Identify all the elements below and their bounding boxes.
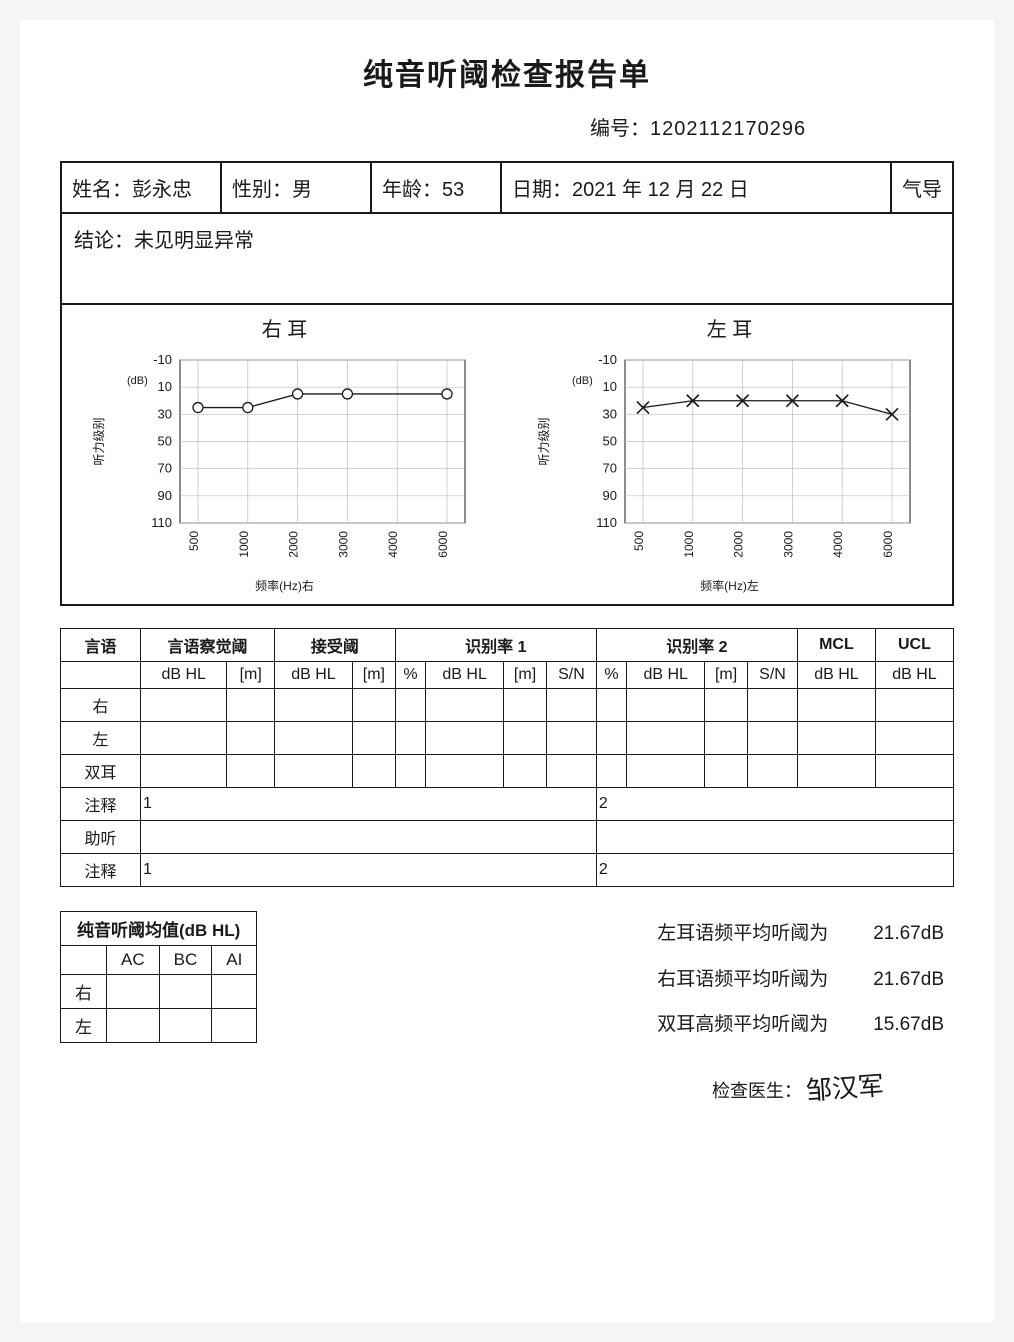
serial-value: 1202112170296 [650, 118, 806, 140]
avg-right: 右耳语频平均听阈为 21.67dB [657, 957, 944, 1003]
svg-text:2000: 2000 [731, 531, 745, 558]
avg-high: 双耳高频平均听阈为 15.67dB [657, 1002, 944, 1048]
info-box: 姓名：彭永忠 性别：男 年龄：53 日期：2021 年 12 月 22 日 气导… [60, 161, 954, 606]
svg-text:4000: 4000 [831, 531, 845, 558]
svg-text:70: 70 [602, 461, 616, 476]
patient-row: 姓名：彭永忠 性别：男 年龄：53 日期：2021 年 12 月 22 日 气导 [62, 163, 952, 214]
svg-text:-10: -10 [153, 352, 172, 367]
doctor-line: 检查医生：邹汉军 [657, 1058, 944, 1120]
doctor-signature: 邹汉军 [804, 1055, 886, 1123]
svg-text:(dB): (dB) [127, 375, 148, 387]
date-value: 2021 年 12 月 22 日 [572, 179, 749, 201]
svg-text:2000: 2000 [286, 531, 300, 558]
avg-left-value: 21.67dB [873, 923, 944, 944]
conclusion-label: 结论： [74, 230, 134, 252]
svg-text:3000: 3000 [781, 531, 795, 558]
avg-high-value: 15.67dB [873, 1014, 944, 1035]
bottom-row: 纯音听阈均值(dB HL)ACBCAI右左 左耳语频平均听阈为 21.67dB 右… [60, 911, 954, 1120]
svg-text:听力级别: 听力级别 [92, 417, 106, 465]
audiograms-row: 右 耳 -10 10 30 50 70 90 110 500 1000 2000 3000 4000 6… [62, 305, 952, 604]
conclusion-row: 结论：未见明显异常 [62, 214, 952, 305]
conclusion-text: 未见明显异常 [134, 230, 254, 252]
right-xlabel: 频率(Hz)右 [72, 577, 497, 594]
date-label: 日期： [512, 179, 572, 201]
svg-text:-10: -10 [598, 352, 617, 367]
name-label: 姓名： [72, 179, 132, 201]
right-ear-title: 右 耳 [72, 313, 497, 342]
left-xlabel: 频率(Hz)左 [517, 577, 942, 594]
doctor-label: 检查医生： [712, 1081, 802, 1101]
avg-right-label: 右耳语频平均听阈为 [657, 957, 857, 1003]
avg-high-label: 双耳高频平均听阈为 [657, 1002, 857, 1048]
method-cell: 气导 [892, 163, 952, 212]
age-value: 53 [442, 179, 464, 201]
serial-number: 编号：1202112170296 [590, 112, 954, 141]
report-page: 纯音听阈检查报告单 编号：1202112170296 姓名：彭永忠 性别：男 年… [20, 20, 994, 1322]
svg-text:1000: 1000 [236, 531, 250, 558]
sex-label: 性别： [232, 179, 292, 201]
avg-left-label: 左耳语频平均听阈为 [657, 911, 857, 957]
svg-text:50: 50 [157, 434, 171, 449]
report-title: 纯音听阈检查报告单 [60, 50, 954, 94]
avg-left: 左耳语频平均听阈为 21.67dB [657, 911, 944, 957]
svg-text:3000: 3000 [336, 531, 350, 558]
svg-text:6000: 6000 [881, 531, 895, 558]
serial-label: 编号： [590, 118, 650, 140]
svg-text:30: 30 [157, 406, 171, 421]
pta-table: 纯音听阈均值(dB HL)ACBCAI右左 [60, 911, 257, 1043]
svg-text:90: 90 [602, 488, 616, 503]
date-cell: 日期：2021 年 12 月 22 日 [502, 163, 892, 212]
svg-text:70: 70 [157, 461, 171, 476]
svg-text:1000: 1000 [681, 531, 695, 558]
sex-cell: 性别：男 [222, 163, 372, 212]
speech-table: 言语言语察觉阈接受阈识别率 1识别率 2MCLUCLdB HL[m]dB HL[… [60, 628, 954, 887]
svg-text:10: 10 [157, 379, 171, 394]
avg-right-value: 21.67dB [873, 969, 944, 990]
name-cell: 姓名：彭永忠 [62, 163, 222, 212]
svg-text:500: 500 [187, 531, 201, 551]
name-value: 彭永忠 [132, 179, 192, 201]
left-audiogram: -10 10 30 50 70 90 110 500 1000 2000 3000 4000 6000 听… [530, 348, 930, 573]
left-ear-title: 左 耳 [517, 313, 942, 342]
left-ear-panel: 左 耳 -10 10 30 50 70 90 110 500 1000 2000 3000 4000 6… [507, 305, 952, 604]
age-label: 年龄： [382, 179, 442, 201]
svg-text:30: 30 [602, 406, 616, 421]
svg-text:110: 110 [151, 515, 172, 530]
right-ear-panel: 右 耳 -10 10 30 50 70 90 110 500 1000 2000 3000 4000 6… [62, 305, 507, 604]
svg-text:听力级别: 听力级别 [537, 417, 551, 465]
svg-text:6000: 6000 [436, 531, 450, 558]
svg-text:50: 50 [602, 434, 616, 449]
right-audiogram: -10 10 30 50 70 90 110 500 1000 2000 3000 4000 6000 听… [85, 348, 485, 573]
averages-block: 左耳语频平均听阈为 21.67dB 右耳语频平均听阈为 21.67dB 双耳高频平均… [657, 911, 954, 1120]
pta-block: 纯音听阈均值(dB HL)ACBCAI右左 [60, 911, 257, 1043]
sex-value: 男 [292, 179, 312, 201]
age-cell: 年龄：53 [372, 163, 502, 212]
svg-text:4000: 4000 [386, 531, 400, 558]
svg-text:500: 500 [632, 531, 646, 551]
svg-text:90: 90 [157, 488, 171, 503]
svg-text:(dB): (dB) [572, 375, 593, 387]
svg-text:10: 10 [602, 379, 616, 394]
svg-text:110: 110 [596, 515, 617, 530]
